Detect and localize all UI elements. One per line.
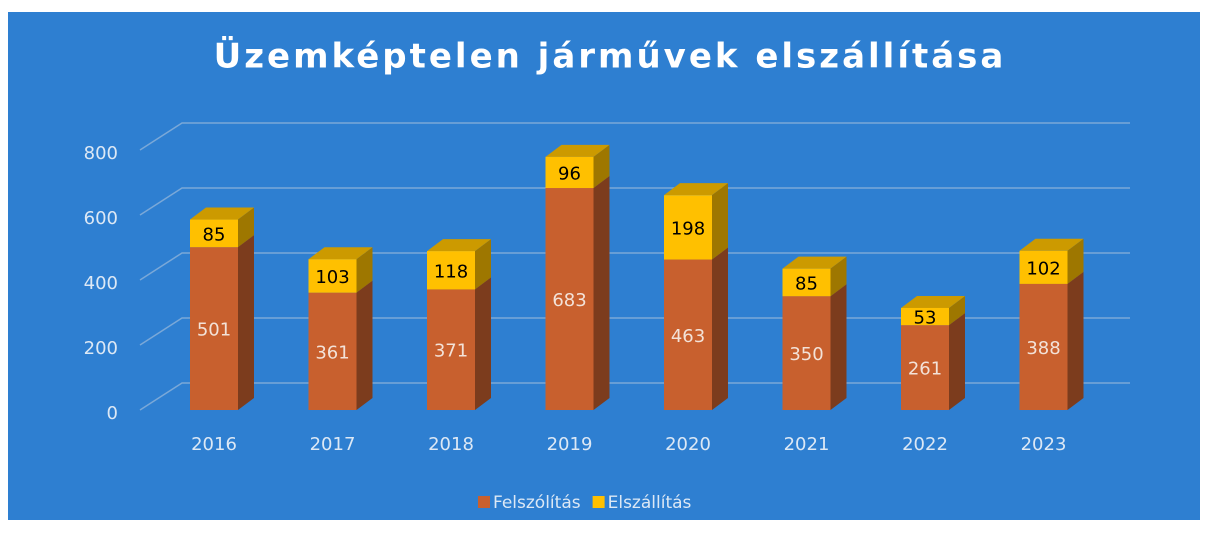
bar-front <box>190 247 238 410</box>
legend-swatch <box>592 496 605 508</box>
data-label: 85 <box>203 224 226 245</box>
x-tick-label: 2021 <box>784 434 830 455</box>
bar <box>1019 271 1084 410</box>
bar-front <box>427 251 475 290</box>
bar-side <box>1067 271 1084 410</box>
data-label: 85 <box>795 273 818 294</box>
bar-top <box>782 256 847 269</box>
bar-side <box>475 239 491 290</box>
data-label: 118 <box>434 261 468 282</box>
x-tick-label: 2019 <box>547 434 593 455</box>
bar-front <box>901 325 949 410</box>
bar-side <box>949 295 965 326</box>
bar <box>427 277 491 410</box>
bar-side <box>356 247 373 293</box>
bar-side <box>1067 238 1084 284</box>
x-tick-label: 2016 <box>191 434 237 455</box>
bar-front <box>308 259 357 293</box>
x-tick-label: 2022 <box>902 434 948 455</box>
data-label: 261 <box>908 359 942 380</box>
bar <box>664 247 728 410</box>
data-label: 102 <box>1026 258 1060 279</box>
data-label: 388 <box>1026 338 1060 359</box>
bar-top <box>190 207 254 220</box>
bar-front <box>545 156 594 189</box>
bar <box>1019 238 1084 284</box>
data-label: 96 <box>558 163 581 184</box>
bar-top <box>664 183 728 196</box>
y-tick-label: 800 <box>84 143 118 164</box>
y-tick-label: 200 <box>84 338 118 359</box>
bar-front <box>545 188 594 410</box>
bar-front <box>1019 283 1068 410</box>
bar-top <box>1019 238 1084 251</box>
data-label: 361 <box>315 342 349 363</box>
x-tick-label: 2018 <box>428 434 474 455</box>
legend-label: Felszólítás <box>493 493 581 513</box>
chart-title: Üzemképtelen járművek elszállítása <box>214 36 1007 77</box>
grid-line <box>139 122 1130 151</box>
data-label: 350 <box>789 344 823 365</box>
legend-swatch <box>478 496 490 508</box>
bar-front <box>427 289 475 410</box>
bar-front <box>1019 250 1068 284</box>
bar-side <box>238 235 254 410</box>
x-tick-label: 2020 <box>665 434 711 455</box>
bar-front <box>782 296 831 410</box>
grid-line <box>139 252 1130 281</box>
bar <box>308 247 373 293</box>
x-tick-label: 2023 <box>1021 434 1067 455</box>
bar-front <box>782 268 831 297</box>
bar-side <box>593 144 610 189</box>
bar-front <box>190 219 238 248</box>
bar <box>190 207 254 248</box>
y-tick-label: 400 <box>84 273 118 294</box>
data-label: 198 <box>671 218 705 239</box>
legend-label: Elszállítás <box>608 493 692 513</box>
bar-top <box>545 144 610 157</box>
bar <box>664 183 728 260</box>
bar <box>545 144 610 189</box>
bar-side <box>830 256 847 297</box>
bar-front <box>664 259 712 410</box>
bar <box>782 256 847 297</box>
y-tick-label: 600 <box>84 208 118 229</box>
bar-front <box>901 307 949 326</box>
data-label: 501 <box>197 320 231 341</box>
bar-side <box>949 313 965 410</box>
bar-top <box>308 247 373 260</box>
y-tick-label: 0 <box>107 403 118 424</box>
bar <box>545 176 610 410</box>
bar-side <box>593 176 610 410</box>
bar-top <box>901 295 965 308</box>
bar-side <box>712 247 728 410</box>
bar-side <box>356 280 373 410</box>
data-label: 683 <box>552 290 586 311</box>
x-tick-label: 2017 <box>310 434 356 455</box>
bar-top <box>427 239 491 252</box>
bar-side <box>475 277 491 410</box>
bar <box>427 239 491 290</box>
data-label: 103 <box>315 267 349 288</box>
bar-front <box>664 195 712 260</box>
bar-side <box>238 207 254 248</box>
bar-front <box>308 292 357 410</box>
bar-side <box>712 183 728 260</box>
data-label: 463 <box>671 326 705 347</box>
data-label: 371 <box>434 341 468 362</box>
grid-line <box>139 187 1130 216</box>
data-label: 53 <box>914 308 937 329</box>
bar-side <box>830 284 847 410</box>
bar <box>901 295 965 326</box>
